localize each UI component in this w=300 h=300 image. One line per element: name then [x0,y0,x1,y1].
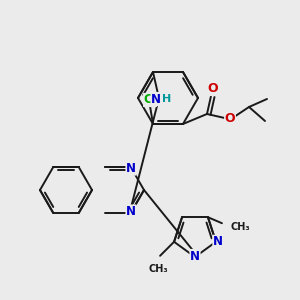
Text: H: H [162,94,172,104]
Text: N: N [151,92,161,106]
Text: CH₃: CH₃ [231,222,250,232]
Text: N: N [190,250,200,262]
Text: CH₃: CH₃ [148,264,168,274]
Text: N: N [126,162,136,175]
Text: Cl: Cl [144,94,156,106]
Text: N: N [126,205,136,218]
Text: N: N [213,235,223,248]
Text: O: O [225,112,235,125]
Text: O: O [208,82,218,95]
